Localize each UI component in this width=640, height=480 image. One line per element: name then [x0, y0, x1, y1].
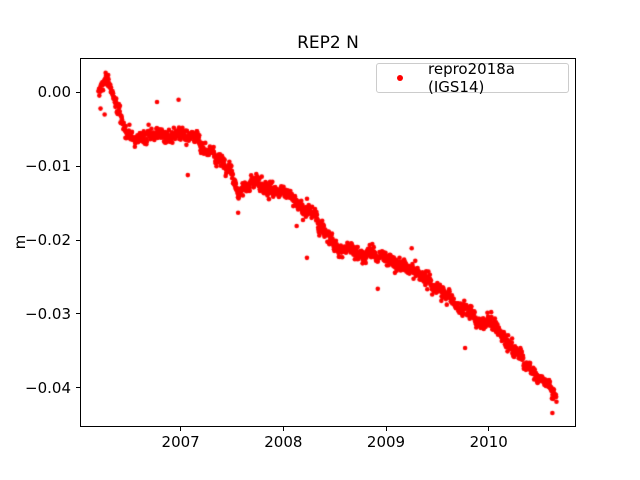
- x-tick-label: 2010: [469, 433, 508, 451]
- x-tick-mark: [488, 427, 490, 431]
- y-tick-mark: [76, 387, 80, 389]
- x-tick-label: 2008: [264, 433, 303, 451]
- scatter-canvas: [80, 58, 576, 427]
- y-tick-mark: [76, 165, 80, 167]
- y-tick-mark: [76, 91, 80, 93]
- y-tick-label: −0.01: [25, 157, 71, 176]
- x-tick-label: 2007: [161, 433, 200, 451]
- x-tick-mark: [282, 427, 284, 431]
- y-tick-label: −0.04: [25, 378, 71, 397]
- y-tick-label: −0.03: [25, 304, 71, 323]
- y-tick-label: −0.02: [25, 231, 71, 250]
- legend-label: repro2018a (IGS14): [428, 60, 515, 96]
- x-tick-mark: [180, 427, 182, 431]
- y-tick-label: 0.00: [37, 83, 71, 102]
- x-tick-mark: [385, 427, 387, 431]
- figure-title: REP2 N: [297, 33, 359, 53]
- x-tick-label: 2009: [366, 433, 406, 451]
- y-tick-mark: [76, 239, 80, 241]
- legend: repro2018a (IGS14): [376, 60, 569, 96]
- y-tick-mark: [76, 313, 80, 315]
- legend-dot-icon: [397, 75, 403, 81]
